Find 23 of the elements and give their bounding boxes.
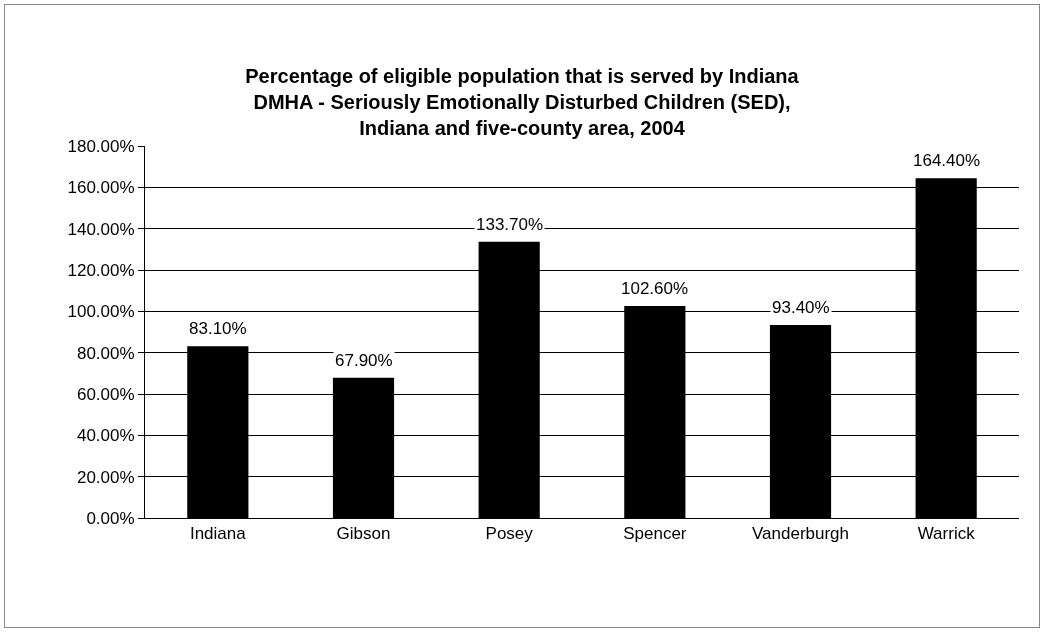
y-tick-label: 20.00%: [76, 467, 135, 487]
y-tick-label: 60.00%: [76, 384, 135, 404]
data-label: 83.10%: [189, 319, 247, 338]
x-tick-label: Vanderburgh: [751, 524, 850, 544]
y-tick-label: 100.00%: [67, 302, 135, 322]
y-tick-label: 40.00%: [76, 426, 135, 446]
data-label: 133.70%: [476, 215, 544, 234]
y-tick-label: 120.00%: [67, 260, 135, 280]
y-tick-label: 80.00%: [76, 343, 135, 363]
y-tick-label: 140.00%: [67, 219, 135, 239]
data-label: 93.40%: [772, 298, 830, 317]
chart-title: Percentage of eligible population that is served by Indiana DMHA - Seriously Emotionally Disturbed Children (SED), Indiana and five-county area, 2004: [245, 64, 800, 139]
data-label: 102.60%: [621, 279, 689, 298]
x-tick-label: Posey: [485, 524, 534, 544]
x-tick-label: Spencer: [623, 524, 687, 544]
data-label: 67.90%: [335, 351, 393, 370]
y-tick-label: 0.00%: [86, 508, 135, 528]
y-tick-label: 160.00%: [67, 178, 135, 198]
y-tick-label: 180.00%: [67, 136, 135, 156]
x-tick-label: Indiana: [189, 524, 247, 544]
data-label: 164.40%: [913, 151, 981, 170]
x-tick-label: Warrick: [917, 524, 976, 544]
x-tick-label: Gibson: [336, 524, 391, 544]
